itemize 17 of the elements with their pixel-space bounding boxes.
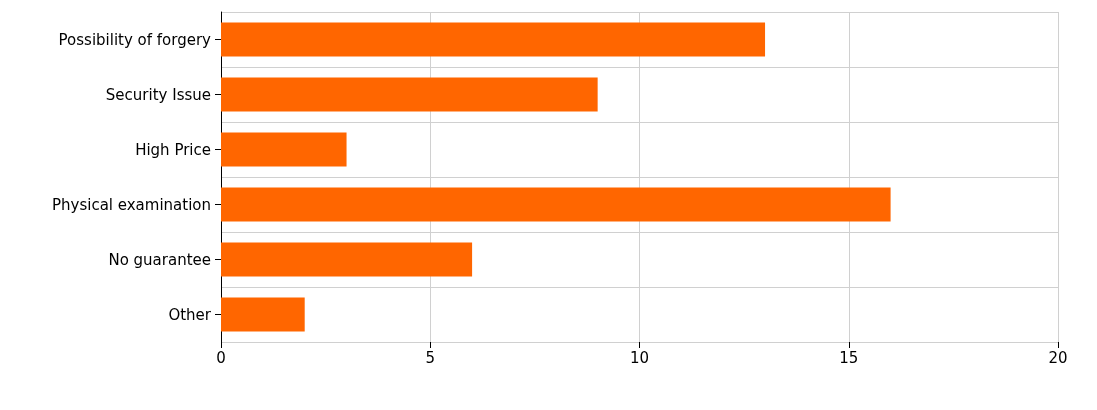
- bar: [221, 77, 598, 112]
- bar: [221, 22, 766, 57]
- y-tick-label: Possibility of forgery: [58, 30, 212, 49]
- x-tick-label: 0: [216, 348, 226, 367]
- y-tick-label: Security Issue: [105, 85, 211, 104]
- x-tick-label: 10: [629, 348, 650, 367]
- y-tick-label: High Price: [135, 140, 211, 159]
- bar: [221, 187, 891, 222]
- y-tick-label: Physical examination: [51, 195, 211, 214]
- bar: [221, 132, 347, 167]
- y-tick-label: No guarantee: [108, 250, 211, 269]
- x-tick-label: 15: [839, 348, 859, 367]
- bar: [221, 297, 305, 332]
- x-tick-label: 20: [1048, 348, 1068, 367]
- y-tick-label: Other: [168, 305, 212, 324]
- x-tick-label: 5: [425, 348, 436, 367]
- bar: [221, 242, 473, 277]
